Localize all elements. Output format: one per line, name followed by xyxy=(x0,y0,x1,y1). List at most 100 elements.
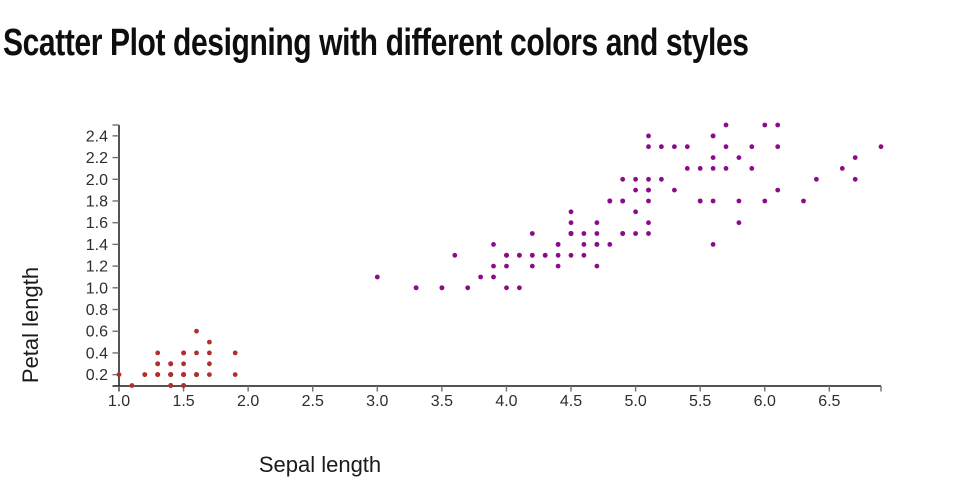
data-point-virginica xyxy=(749,166,755,171)
data-point-setosa xyxy=(207,372,212,377)
data-point-versicolor xyxy=(581,252,587,258)
y-tick-label: 0.6 xyxy=(86,324,108,341)
data-point-virginica xyxy=(723,122,729,128)
data-point-virginica xyxy=(775,144,781,150)
data-point-setosa xyxy=(207,350,212,356)
y-axis-title: Petal length xyxy=(18,266,43,384)
data-point-versicolor xyxy=(555,242,561,247)
data-point-virginica xyxy=(697,198,703,204)
data-point-setosa xyxy=(207,361,212,367)
x-tick-label: 6.0 xyxy=(754,393,776,410)
data-point-virginica xyxy=(736,220,742,226)
data-point-setosa xyxy=(129,383,135,388)
data-point-setosa xyxy=(181,361,187,367)
data-point-versicolor xyxy=(529,252,535,258)
data-point-versicolor xyxy=(529,231,535,236)
data-point-virginica xyxy=(775,122,781,128)
data-point-virginica xyxy=(646,176,651,182)
data-point-versicolor xyxy=(594,220,600,226)
data-point-virginica xyxy=(646,187,651,193)
data-point-virginica xyxy=(762,198,768,204)
data-point-virginica xyxy=(710,198,716,204)
data-point-setosa xyxy=(232,350,238,356)
data-point-virginica xyxy=(646,198,651,204)
data-point-versicolor xyxy=(594,263,600,269)
data-point-virginica xyxy=(684,166,690,171)
y-tick-label: 0.2 xyxy=(86,367,108,384)
data-point-virginica xyxy=(633,231,638,236)
y-tick-label: 1.6 xyxy=(86,215,108,232)
y-tick-label: 1.2 xyxy=(86,259,108,276)
chart-title: Scatter Plot designing with different co… xyxy=(3,22,749,64)
data-point-virginica xyxy=(684,144,690,150)
data-point-setosa xyxy=(142,372,148,377)
data-point-versicolor xyxy=(517,285,522,291)
data-point-virginica xyxy=(775,187,781,193)
data-point-virginica xyxy=(749,144,755,150)
y-tick-label: 2.4 xyxy=(86,128,108,145)
data-point-virginica xyxy=(646,133,651,139)
data-point-versicolor xyxy=(504,263,509,269)
data-point-setosa xyxy=(168,372,174,377)
x-tick-label: 3.0 xyxy=(366,393,388,410)
data-point-versicolor xyxy=(646,220,651,226)
x-tick-label: 1.5 xyxy=(172,393,194,410)
data-point-setosa xyxy=(207,339,212,345)
y-tick-label: 2.0 xyxy=(86,172,108,189)
data-point-versicolor xyxy=(478,274,483,280)
data-point-setosa xyxy=(194,328,199,334)
data-point-versicolor xyxy=(581,242,587,247)
x-tick-label: 1.0 xyxy=(108,393,130,410)
data-point-versicolor xyxy=(594,242,600,247)
data-point-virginica xyxy=(736,198,742,204)
data-point-virginica xyxy=(852,155,858,161)
data-point-setosa xyxy=(155,350,161,356)
data-point-virginica xyxy=(659,176,664,182)
x-tick-label: 3.5 xyxy=(431,393,453,410)
data-point-versicolor xyxy=(594,231,600,236)
data-point-versicolor xyxy=(413,285,419,291)
data-point-versicolor xyxy=(607,242,613,247)
data-point-versicolor xyxy=(439,285,445,291)
data-point-setosa xyxy=(181,372,187,377)
data-point-versicolor xyxy=(555,263,561,269)
y-tick-label: 0.4 xyxy=(86,345,108,362)
data-point-virginica xyxy=(710,133,716,139)
data-point-virginica xyxy=(633,187,638,193)
data-point-virginica xyxy=(672,187,677,193)
data-point-setosa xyxy=(168,383,174,388)
data-point-versicolor xyxy=(504,285,509,291)
y-tick-label: 1.4 xyxy=(86,237,108,254)
data-point-virginica xyxy=(568,209,574,215)
y-tick-label: 1.8 xyxy=(86,193,108,210)
data-point-virginica xyxy=(646,144,651,150)
data-point-versicolor xyxy=(491,274,496,280)
x-tick-label: 4.5 xyxy=(560,393,582,410)
y-tick-label: 2.2 xyxy=(86,150,108,167)
data-point-versicolor xyxy=(491,263,496,269)
data-point-setosa xyxy=(194,372,199,377)
data-point-setosa xyxy=(155,361,161,367)
data-point-setosa xyxy=(194,350,199,356)
x-tick-label: 5.5 xyxy=(689,393,711,410)
data-point-virginica xyxy=(710,242,716,247)
data-point-virginica xyxy=(620,176,626,182)
data-point-virginica xyxy=(723,144,729,150)
data-point-virginica xyxy=(646,231,651,236)
data-point-versicolor xyxy=(465,285,471,291)
data-point-versicolor xyxy=(633,209,638,215)
x-tick-label: 5.0 xyxy=(624,393,646,410)
data-point-versicolor xyxy=(568,220,574,226)
data-point-virginica xyxy=(839,166,845,171)
data-point-versicolor xyxy=(555,252,561,258)
data-point-setosa xyxy=(168,361,174,367)
data-point-versicolor xyxy=(374,274,380,280)
data-point-versicolor xyxy=(517,252,522,258)
data-point-virginica xyxy=(801,198,806,204)
data-point-virginica xyxy=(620,198,626,204)
x-axis-title: Sepal length xyxy=(258,452,382,477)
data-point-versicolor xyxy=(568,231,574,236)
data-point-virginica xyxy=(723,166,729,171)
